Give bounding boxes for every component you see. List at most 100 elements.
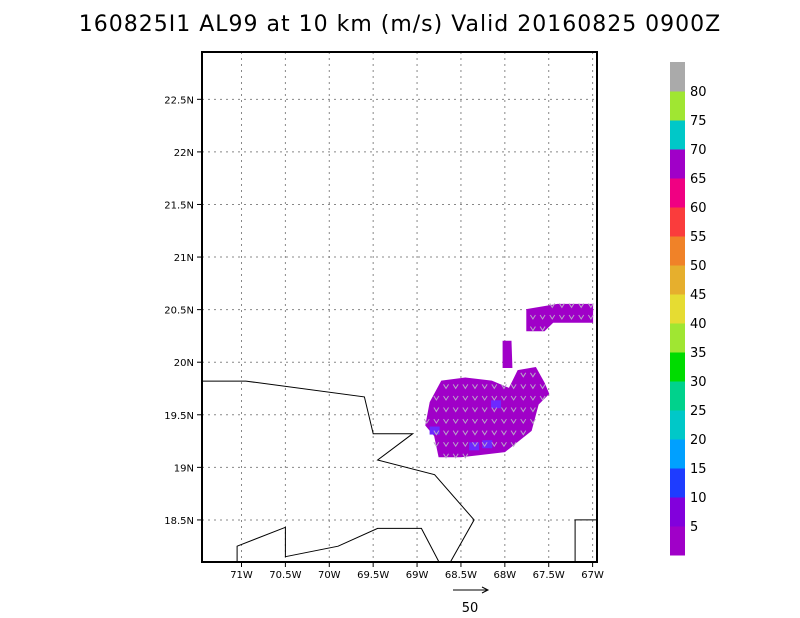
- wind-vector: [510, 395, 517, 401]
- wind-vector: [433, 407, 440, 413]
- wind-vector: [452, 395, 459, 401]
- axis-ticks: 71W 70.5W 70W 69.5W 69W 68.5W 68W 67.5W 67W 18.5N…: [164, 95, 604, 581]
- colorbar-segment: [670, 91, 685, 121]
- wind-vector: [520, 418, 527, 425]
- wind-patch: [469, 442, 480, 451]
- wind-vector: [433, 395, 440, 401]
- wind-vector: [529, 395, 536, 401]
- wind-vector: [491, 430, 498, 436]
- wind-vector: [462, 418, 469, 425]
- wind-patch: [482, 440, 493, 449]
- wind-vector: [587, 314, 594, 320]
- wind-vector: [481, 441, 488, 448]
- lon-tick-label: 69W: [406, 570, 429, 581]
- wind-vector: [443, 453, 449, 459]
- wind-vector: [443, 441, 449, 448]
- wind-vector: [481, 407, 488, 413]
- wind-vector: [491, 441, 498, 448]
- wind-vector: [578, 314, 585, 320]
- lon-tick-label: 70W: [318, 570, 341, 581]
- lat-tick-label: 20.5N: [164, 306, 194, 317]
- wind-patch: [491, 400, 502, 409]
- wind-vector: [423, 418, 430, 425]
- lat-tick-label: 21.5N: [164, 200, 194, 211]
- coastline: [574, 519, 597, 562]
- wind-vector: [462, 384, 469, 390]
- coastlines: [202, 380, 597, 562]
- colorbar-label: 20: [690, 433, 707, 448]
- wind-vector: [549, 303, 556, 309]
- lon-tick-label: 68.5W: [445, 570, 477, 581]
- colorbar-label: 30: [690, 375, 707, 390]
- wind-vector: [443, 418, 449, 425]
- colorbar-segment: [670, 468, 685, 498]
- wind-vector: [568, 314, 575, 320]
- wind-vector: [491, 407, 498, 413]
- colorbar-segment: [670, 178, 685, 208]
- wind-vector: [472, 407, 478, 413]
- wind-vector: [501, 441, 507, 448]
- wind-vector: [472, 430, 478, 436]
- reference-arrowhead: [481, 586, 490, 594]
- colorbar-label: 15: [690, 462, 707, 477]
- wind-vector: [472, 441, 478, 448]
- colorbar-segment: [670, 352, 685, 382]
- lat-tick-label: 18.5N: [164, 516, 194, 527]
- gridlines: [202, 52, 597, 562]
- wind-vector: [501, 395, 507, 401]
- wind-vector: [452, 384, 459, 390]
- wind-vector: [510, 384, 517, 390]
- wind-vector: [501, 384, 507, 390]
- colorbar-label: 5: [690, 520, 698, 535]
- colorbar-segment: [670, 207, 685, 237]
- lon-tick-label: 67W: [581, 570, 604, 581]
- wind-vector: [539, 384, 546, 390]
- colorbar-segment: [670, 149, 685, 179]
- reference-vector: 50: [453, 586, 490, 616]
- colorbar-label: 75: [690, 114, 707, 129]
- wind-vector: [472, 384, 478, 390]
- wind-vector: [529, 372, 536, 378]
- wind-vector: [491, 395, 498, 401]
- wind-vector: [501, 418, 507, 425]
- wind-vector: [558, 314, 565, 320]
- colorbar-segment: [670, 62, 685, 92]
- colorbar-label: 50: [690, 259, 707, 274]
- wind-vector: [481, 418, 488, 425]
- wind-vector: [462, 441, 469, 448]
- wind-vector: [472, 418, 478, 425]
- wind-vector: [529, 326, 536, 332]
- wind-vector: [452, 453, 459, 459]
- lat-tick-label: 22N: [174, 148, 194, 159]
- wind-vector: [433, 418, 440, 425]
- colorbar-segment: [670, 236, 685, 266]
- wind-vector: [529, 384, 536, 390]
- lon-tick-label: 71W: [230, 570, 253, 581]
- wind-vector: [520, 430, 527, 436]
- colorbar-segment: [670, 120, 685, 150]
- lat-tick-label: 21N: [174, 253, 194, 264]
- wind-vector: [443, 407, 449, 413]
- wind-vector: [568, 303, 575, 309]
- lat-tick-label: 22.5N: [164, 95, 194, 106]
- wind-vector: [510, 430, 517, 436]
- colorbar-label: 25: [690, 404, 707, 419]
- wind-vector: [501, 407, 507, 413]
- wind-vector: [529, 314, 536, 320]
- wind-vector: [549, 314, 556, 320]
- wind-vector: [462, 430, 469, 436]
- wind-vector: [520, 384, 527, 390]
- map-frame: [201, 51, 598, 563]
- wind-vector: [587, 303, 594, 309]
- wind-vector: [520, 395, 527, 401]
- lon-tick-label: 67.5W: [533, 570, 565, 581]
- wind-vector: [491, 418, 498, 425]
- wind-vector: [462, 395, 469, 401]
- wind-vector: [443, 430, 449, 436]
- wind-vector: [529, 407, 536, 413]
- colorbar-label: 80: [690, 85, 707, 100]
- colorbar-segment: [670, 497, 685, 527]
- wind-region-spike: [502, 340, 513, 368]
- colorbar-label: 35: [690, 346, 707, 361]
- wind-vector: [539, 326, 546, 332]
